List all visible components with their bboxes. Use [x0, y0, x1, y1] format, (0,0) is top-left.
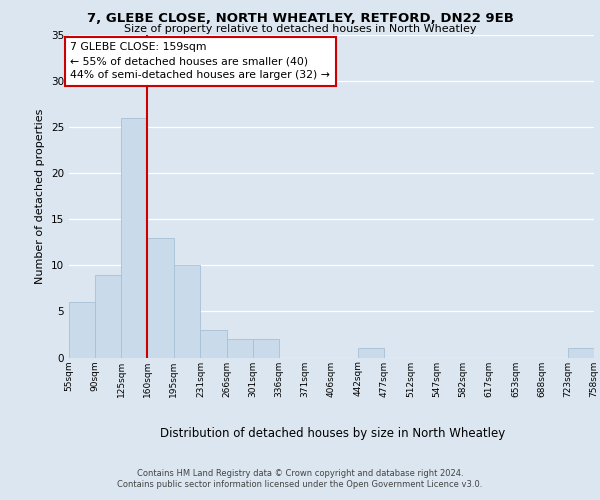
Bar	[173, 266, 200, 358]
Text: Distribution of detached houses by size in North Wheatley: Distribution of detached houses by size …	[160, 428, 506, 440]
Bar	[253, 339, 279, 357]
Y-axis label: Number of detached properties: Number of detached properties	[35, 108, 46, 284]
Bar	[358, 348, 384, 358]
Bar	[148, 238, 173, 358]
Bar	[121, 118, 148, 358]
Bar	[69, 302, 95, 358]
Bar	[200, 330, 227, 357]
Bar	[568, 348, 594, 358]
Bar	[227, 339, 253, 357]
Text: Contains public sector information licensed under the Open Government Licence v3: Contains public sector information licen…	[118, 480, 482, 489]
Text: 7, GLEBE CLOSE, NORTH WHEATLEY, RETFORD, DN22 9EB: 7, GLEBE CLOSE, NORTH WHEATLEY, RETFORD,…	[86, 12, 514, 26]
Text: Size of property relative to detached houses in North Wheatley: Size of property relative to detached ho…	[124, 24, 476, 34]
Bar	[95, 274, 121, 357]
Text: Contains HM Land Registry data © Crown copyright and database right 2024.: Contains HM Land Registry data © Crown c…	[137, 469, 463, 478]
Text: 7 GLEBE CLOSE: 159sqm
← 55% of detached houses are smaller (40)
44% of semi-deta: 7 GLEBE CLOSE: 159sqm ← 55% of detached …	[70, 42, 331, 80]
